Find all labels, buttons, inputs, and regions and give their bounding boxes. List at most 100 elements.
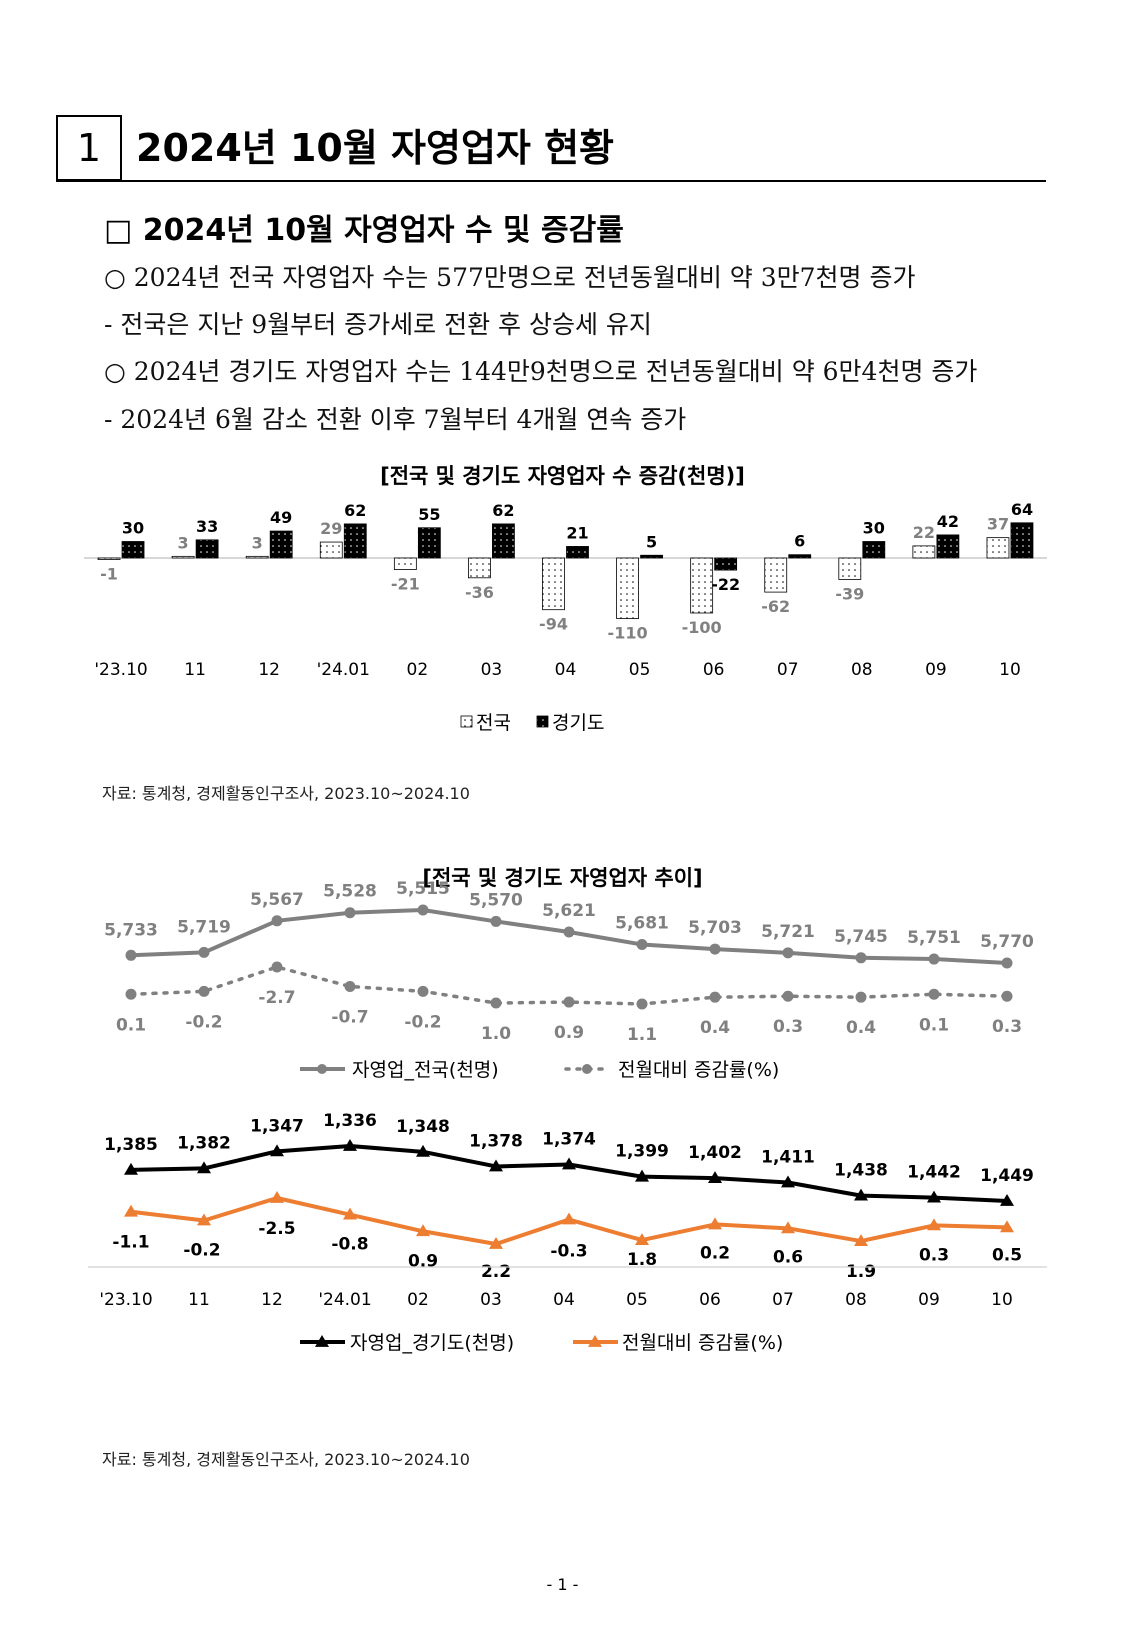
bar-label-nationwide: -110 bbox=[608, 624, 648, 643]
point-gyeonggi-rate bbox=[781, 1221, 795, 1234]
label-nationwide-rate: 1.0 bbox=[481, 1024, 511, 1044]
bar-chart: -130'23.1033311349122962'24.01-215502-36… bbox=[84, 500, 1047, 734]
legend-marker-nationwide-rate bbox=[582, 1064, 592, 1074]
point-nationwide-rate bbox=[709, 991, 721, 1003]
label-nationwide: 5,703 bbox=[688, 918, 742, 938]
label-nationwide: 5,567 bbox=[250, 890, 304, 910]
point-nationwide bbox=[490, 915, 502, 927]
point-nationwide-rate bbox=[782, 990, 794, 1002]
label-gyeonggi: 1,402 bbox=[688, 1143, 742, 1163]
bar-label-gyeonggi: 49 bbox=[270, 508, 292, 527]
point-nationwide bbox=[636, 939, 648, 951]
bar-category-label: 08 bbox=[851, 660, 873, 680]
label-gyeonggi-rate: 0.6 bbox=[773, 1247, 803, 1267]
line-category-label: 06 bbox=[699, 1290, 721, 1310]
bar-category-label: '23.10 bbox=[94, 660, 147, 680]
bar-gyeonggi bbox=[195, 539, 219, 559]
section-title: 2024년 10월 자영업자 현황 bbox=[136, 126, 615, 170]
bar-gyeonggi bbox=[936, 534, 960, 559]
bar-category-label: 09 bbox=[925, 660, 947, 680]
label-nationwide: 5,770 bbox=[980, 932, 1034, 952]
label-nationwide: 5,515 bbox=[396, 879, 450, 899]
point-nationwide bbox=[198, 946, 210, 958]
point-gyeonggi-rate bbox=[197, 1213, 211, 1226]
label-nationwide: 5,621 bbox=[542, 901, 596, 921]
section-divider bbox=[120, 115, 122, 181]
legend-label-nationwide-line: 자영업_전국(천명) bbox=[352, 1059, 499, 1081]
bar-gyeonggi bbox=[343, 523, 367, 559]
bar-label-nationwide: -94 bbox=[539, 615, 568, 634]
label-gyeonggi: 1,442 bbox=[907, 1163, 961, 1183]
point-gyeonggi bbox=[489, 1159, 503, 1172]
label-gyeonggi-rate: -0.8 bbox=[331, 1235, 368, 1255]
bar-category-label: 06 bbox=[703, 660, 725, 680]
line-category-label: 10 bbox=[991, 1290, 1013, 1310]
point-nationwide bbox=[344, 907, 356, 919]
bar-category-label: 04 bbox=[555, 660, 577, 680]
label-gyeonggi-rate: 1.8 bbox=[627, 1250, 657, 1270]
point-gyeonggi bbox=[854, 1188, 868, 1201]
point-nationwide-rate bbox=[344, 980, 356, 992]
label-gyeonggi: 1,336 bbox=[323, 1111, 377, 1131]
label-nationwide: 5,721 bbox=[761, 922, 815, 942]
line-chart-title: [전국 및 경기도 자영업자 추이] bbox=[422, 866, 703, 890]
label-gyeonggi: 1,382 bbox=[177, 1133, 231, 1153]
point-nationwide-rate bbox=[417, 985, 429, 997]
bar-label-nationwide: 3 bbox=[252, 533, 263, 552]
label-nationwide-rate: 0.1 bbox=[116, 1015, 146, 1035]
legend-label-gyeonggi-rate: 전월대비 증감률(%) bbox=[622, 1332, 783, 1354]
point-gyeonggi bbox=[270, 1144, 284, 1157]
legend-marker-gyeonggi-rate bbox=[588, 1335, 602, 1347]
point-gyeonggi-rate bbox=[708, 1217, 722, 1230]
point-nationwide bbox=[782, 947, 794, 959]
bar-nationwide bbox=[393, 557, 417, 570]
point-nationwide-rate bbox=[198, 985, 210, 997]
paragraph-3: ○ 2024년 경기도 자영업자 수는 144만9천명으로 전년동월대비 약 6… bbox=[104, 357, 978, 386]
bar-gyeonggi bbox=[566, 546, 589, 559]
bar-nationwide bbox=[97, 557, 121, 560]
label-nationwide-rate: -0.2 bbox=[404, 1012, 441, 1032]
bar-label-gyeonggi: 64 bbox=[1011, 500, 1033, 519]
point-nationwide-rate bbox=[563, 996, 575, 1008]
label-gyeonggi-rate: 0.2 bbox=[700, 1243, 730, 1263]
point-gyeonggi-rate bbox=[270, 1191, 284, 1203]
line-category-label: '24.01 bbox=[318, 1290, 371, 1310]
point-gyeonggi-rate bbox=[562, 1212, 576, 1225]
label-nationwide-rate: -0.2 bbox=[185, 1012, 222, 1032]
bar-chart-source: 자료: 통계청, 경제활동인구조사, 2023.10~2024.10 bbox=[102, 784, 470, 803]
bar-category-label: 07 bbox=[777, 660, 799, 680]
bar-nationwide bbox=[319, 541, 343, 559]
label-nationwide: 5,719 bbox=[177, 917, 231, 937]
bar-nationwide bbox=[912, 545, 936, 559]
bar-gyeonggi bbox=[269, 530, 293, 559]
line-chart: 5,733 5,719 5,567 5,528 5,515 5,570 5,621 5,681… bbox=[88, 879, 1047, 1354]
bar-gyeonggi bbox=[492, 523, 515, 559]
legend-marker-gyeonggi bbox=[315, 1335, 329, 1347]
point-gyeonggi-rate bbox=[927, 1218, 941, 1231]
point-nationwide-rate bbox=[490, 997, 502, 1009]
label-gyeonggi-rate: 0.5 bbox=[992, 1245, 1022, 1265]
bar-label-gyeonggi: 62 bbox=[344, 501, 366, 520]
point-gyeonggi bbox=[416, 1144, 430, 1157]
label-gyeonggi-rate: 0.3 bbox=[919, 1245, 949, 1265]
label-gyeonggi-rate: 1.9 bbox=[846, 1262, 876, 1282]
bar-label-nationwide: -39 bbox=[835, 584, 864, 603]
label-nationwide: 5,733 bbox=[104, 920, 158, 940]
label-gyeonggi-rate: -2.5 bbox=[258, 1219, 295, 1239]
bar-nationwide bbox=[986, 537, 1010, 559]
label-nationwide-rate: 0.3 bbox=[773, 1017, 803, 1037]
legend-marker-nationwide bbox=[317, 1064, 327, 1074]
point-nationwide-rate bbox=[636, 998, 648, 1010]
bar-label-gyeonggi: -22 bbox=[711, 575, 740, 594]
label-gyeonggi: 1,449 bbox=[980, 1166, 1034, 1186]
label-nationwide: 5,751 bbox=[907, 928, 961, 948]
point-nationwide bbox=[855, 952, 867, 964]
bar-label-nationwide: 3 bbox=[178, 533, 189, 552]
bar-category-label: 12 bbox=[258, 660, 280, 680]
bar-gyeonggi bbox=[1010, 522, 1034, 559]
point-gyeonggi-rate bbox=[635, 1233, 649, 1245]
bar-chart-title: [전국 및 경기도 자영업자 수 증감(천명)] bbox=[380, 464, 745, 488]
legend-label-gyeonggi: 경기도 bbox=[552, 712, 604, 734]
point-nationwide-rate bbox=[928, 988, 940, 1000]
label-nationwide-rate: -2.7 bbox=[258, 988, 295, 1008]
